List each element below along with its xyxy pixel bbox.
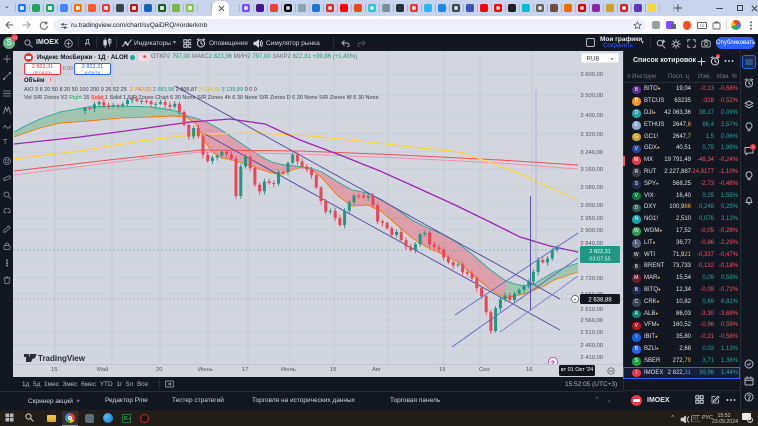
svg-text:3 240,00: 3 240,00 xyxy=(580,150,603,156)
svg-text:3 600,00: 3 600,00 xyxy=(580,72,603,78)
svg-text:2 610,00: 2 610,00 xyxy=(580,307,603,313)
svg-text:3 080,00: 3 080,00 xyxy=(580,185,603,191)
svg-text:3 400,00: 3 400,00 xyxy=(580,113,603,119)
svg-text:2 822,31: 2 822,31 xyxy=(589,249,610,255)
svg-text:03:07:55: 03:07:55 xyxy=(589,257,610,263)
svg-text:TradingView: TradingView xyxy=(38,354,86,363)
svg-text:2 840,00: 2 840,00 xyxy=(580,241,603,247)
svg-text:3 320,00: 3 320,00 xyxy=(580,132,603,138)
svg-text:3 500,00: 3 500,00 xyxy=(580,93,603,99)
svg-text:2 638,88: 2 638,88 xyxy=(588,298,612,304)
svg-text:2 560,00: 2 560,00 xyxy=(580,318,603,324)
svg-text:2 510,00: 2 510,00 xyxy=(580,330,603,336)
svg-text:2 460,00: 2 460,00 xyxy=(580,343,603,349)
svg-text:2 720,00: 2 720,00 xyxy=(580,276,603,282)
svg-text:2 410,00: 2 410,00 xyxy=(580,355,603,361)
svg-text:3 160,00: 3 160,00 xyxy=(580,167,603,173)
svg-text:2 950,00: 2 950,00 xyxy=(580,216,603,222)
svg-text:▾: ▾ xyxy=(611,57,614,63)
svg-text:RUB: RUB xyxy=(587,57,600,63)
svg-text:+: + xyxy=(573,297,577,303)
svg-text:3 000,00: 3 000,00 xyxy=(580,203,603,209)
svg-text:2 900,00: 2 900,00 xyxy=(580,228,603,234)
